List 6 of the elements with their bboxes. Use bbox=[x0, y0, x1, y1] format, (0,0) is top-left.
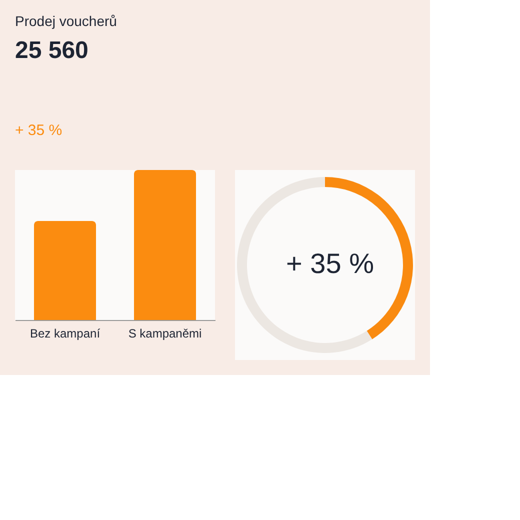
chart-title: Prodej voucherů bbox=[15, 13, 117, 29]
x-tick-label: S kampaněmi bbox=[128, 326, 202, 340]
x-tick-label: Bez kampaní bbox=[30, 326, 101, 340]
text: + 35 % bbox=[15, 122, 62, 139]
text: + 35 % bbox=[286, 248, 374, 279]
chart-subtitle: 25 560 bbox=[15, 37, 88, 64]
